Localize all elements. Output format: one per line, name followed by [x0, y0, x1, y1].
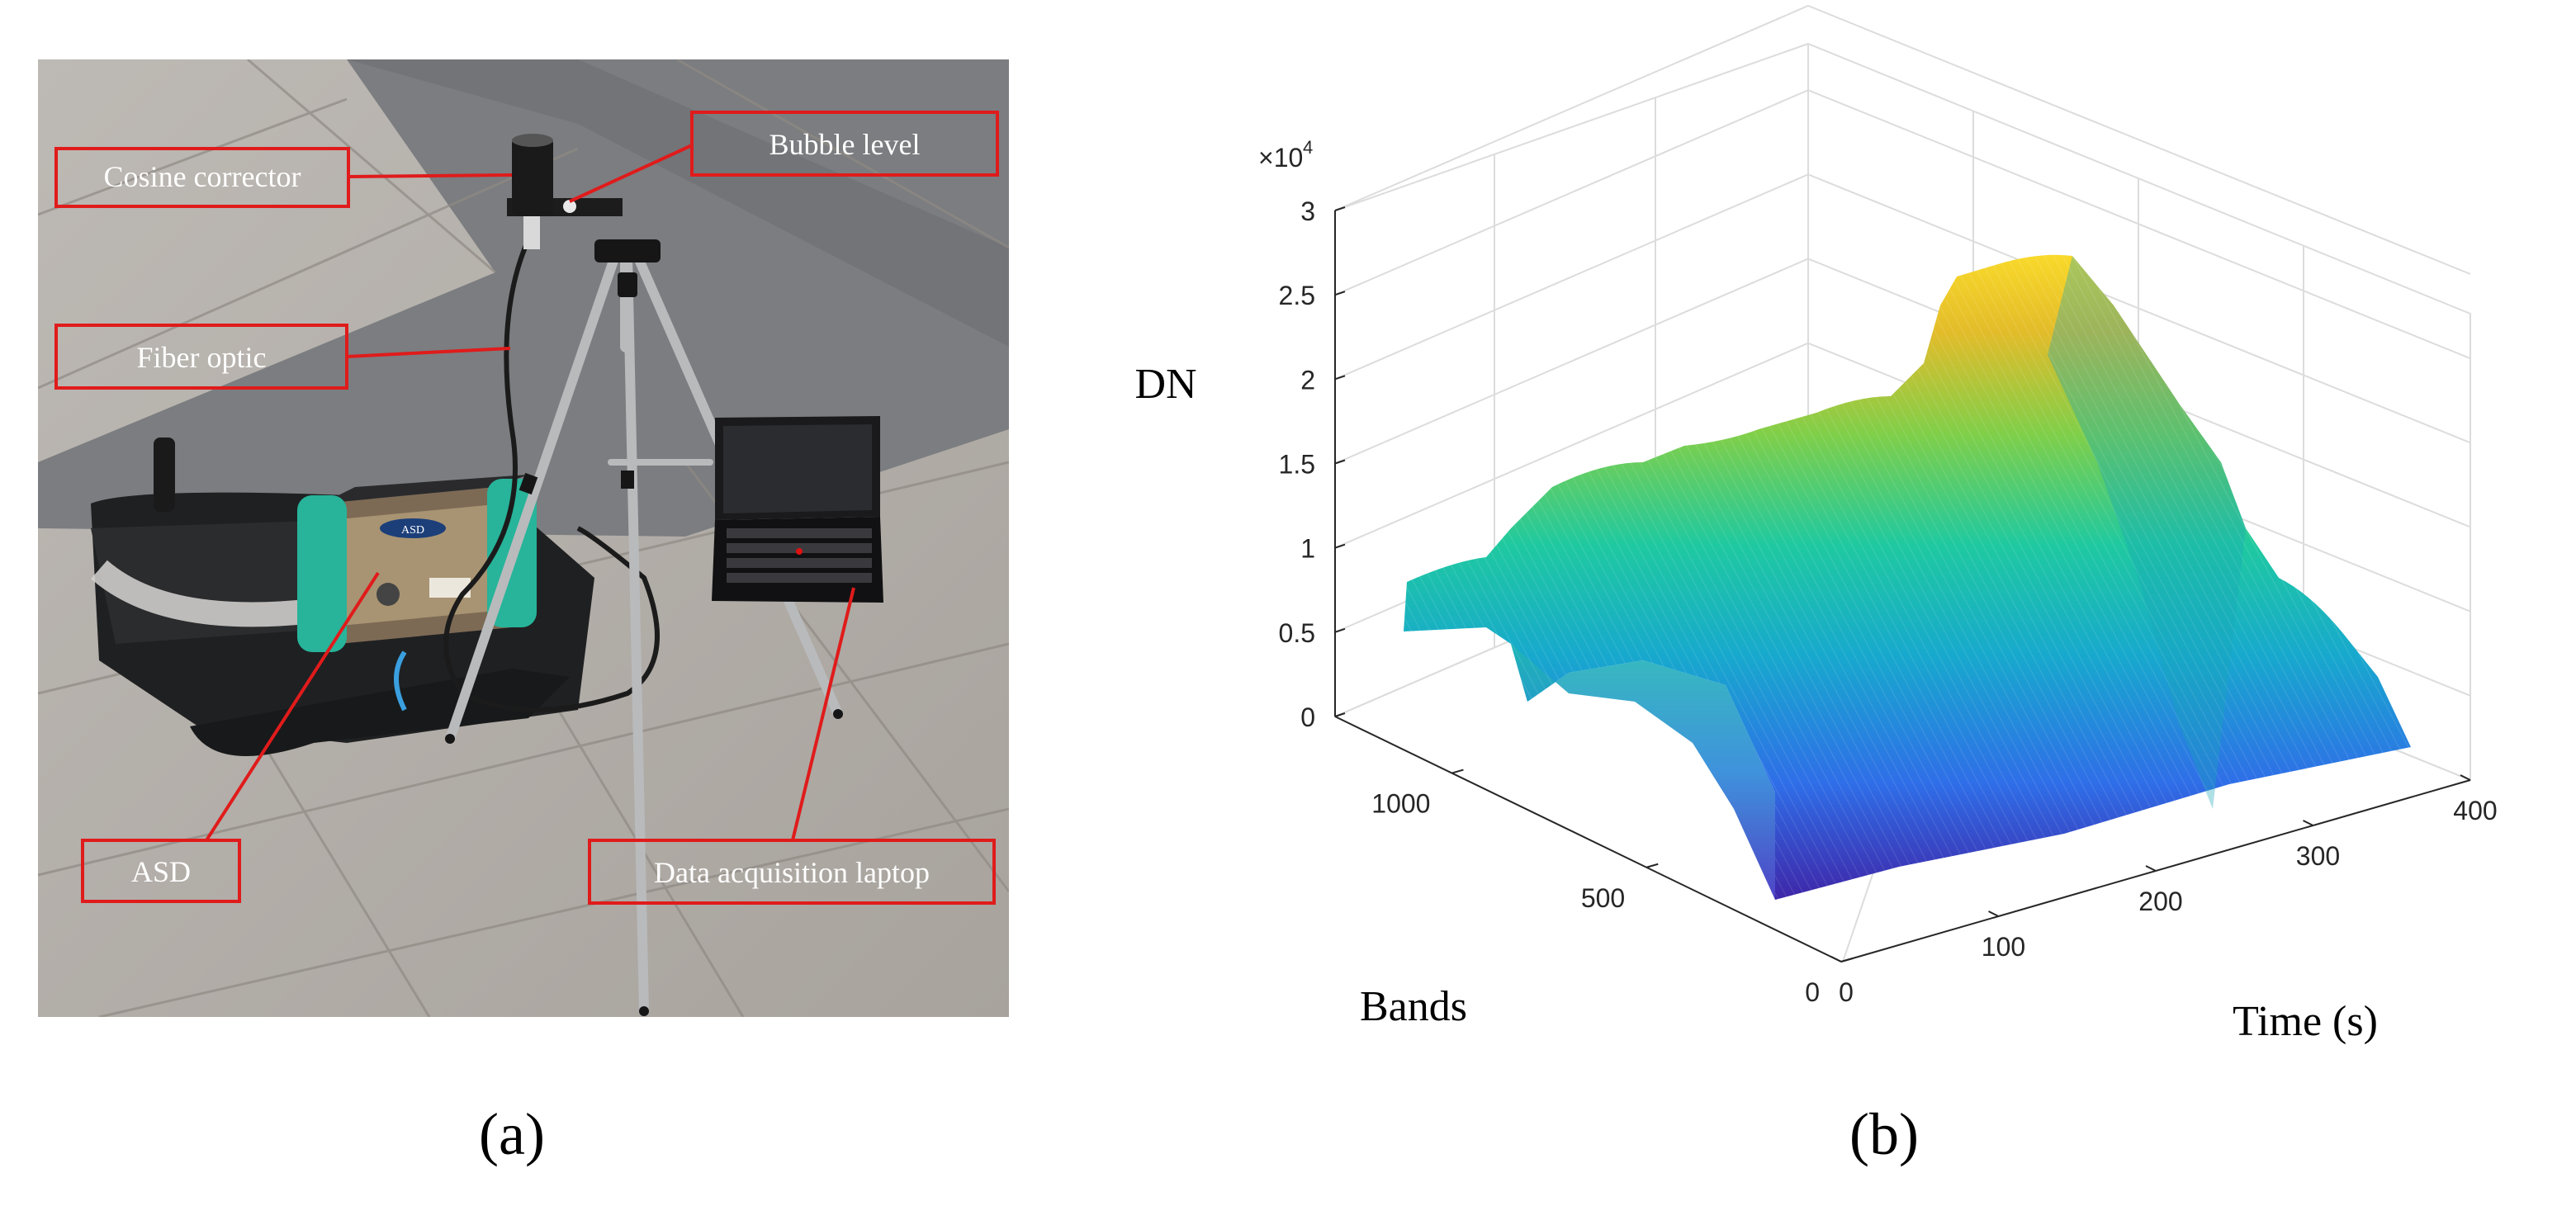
asd-logo-text: ASD	[401, 524, 424, 537]
surface-plot	[1404, 254, 2411, 900]
z-gridline	[1334, 258, 2471, 528]
z-tick-label: 2.5	[1279, 281, 1315, 310]
y-tick-label: 1000	[1371, 789, 1430, 819]
x-axis-label: Time (s)	[2233, 998, 2378, 1045]
annotation-cosine-corrector: Cosine corrector	[54, 147, 513, 208]
x-tick-mark	[1830, 956, 1842, 962]
z-tick-label: 1.5	[1279, 450, 1315, 480]
z-tick-mark	[1334, 712, 1346, 717]
y-tick-mark	[1840, 958, 1854, 962]
z-gridline	[1334, 89, 2471, 360]
x-tick-mark	[2303, 820, 2313, 826]
laptop	[712, 416, 883, 603]
x-tick-label: 400	[2453, 796, 2497, 825]
y-tick-mark	[1646, 863, 1659, 868]
fiber-optic-cable	[443, 238, 660, 712]
annotation-fiber-optic: Fiber optic	[54, 324, 511, 390]
x-tick-label: 100	[1982, 932, 2025, 962]
z-tick-label: 2	[1300, 365, 1315, 395]
label-asd: ASD	[131, 855, 191, 888]
label-data-acquisition-laptop: Data acquisition laptop	[654, 856, 930, 889]
x-tick-mark	[2460, 774, 2471, 781]
caption-a: (a)	[479, 1101, 545, 1167]
z-exponent: ×10 4	[1258, 137, 1313, 173]
annotation-laptop: Data acquisition laptop	[588, 587, 996, 905]
z-gridline	[1334, 173, 2471, 444]
label-fiber-optic: Fiber optic	[137, 341, 267, 374]
panel-a: ASD	[38, 59, 1009, 1167]
x-axis-ticks: 0 100 200 300 400	[1830, 774, 2498, 1007]
x-tick-label: 300	[2296, 841, 2340, 871]
x-tick-mark	[1988, 910, 1999, 917]
z-tick-mark	[1334, 627, 1346, 633]
z-tick-label: 3	[1300, 196, 1315, 226]
x-tick-label: 200	[2138, 887, 2182, 916]
x-tick-label: 0	[1839, 977, 1854, 1007]
z-tick-mark	[1334, 291, 1346, 296]
y-axis-ticks: 0 500 1000	[1371, 769, 1854, 1007]
cosine-corrector-mount	[507, 134, 623, 249]
label-bubble-level: Bubble level	[769, 128, 921, 161]
panel-b: 0 0.5 1 1.5 2 2.5 3 0 500 1000 0 100 200 300 400 ×10…	[1134, 4, 2498, 1167]
z-tick-label: 0	[1300, 702, 1315, 732]
z-gridline	[1334, 4, 2471, 275]
annotation-asd: ASD	[81, 571, 380, 903]
z-tick-label: 1	[1300, 534, 1315, 564]
z-tick-label: 0.5	[1279, 618, 1315, 648]
z-tick-mark	[1334, 206, 1346, 211]
y-tick-label: 500	[1581, 883, 1625, 913]
z-gridline	[1334, 342, 2471, 612]
y-axis-label: Bands	[1360, 983, 1467, 1030]
field-spectrometer-setup-photo: ASD	[38, 59, 1009, 1017]
y-tick-label: 0	[1805, 977, 1820, 1007]
annotation-bubble-level: Bubble level	[569, 111, 999, 203]
z-tick-mark	[1334, 459, 1346, 465]
caption-b: (b)	[1849, 1101, 1919, 1167]
asd-instrument: ASD	[297, 475, 537, 652]
y-tick-mark	[1451, 769, 1464, 774]
x-tick-mark	[2145, 865, 2157, 872]
z-exponent-base: ×10	[1258, 143, 1303, 173]
z-axis-label: DN	[1134, 361, 1196, 408]
label-cosine-corrector: Cosine corrector	[104, 160, 301, 193]
z-axis-ticks: 0 0.5 1 1.5 2 2.5 3	[1279, 196, 1346, 732]
z-exponent-power: 4	[1303, 137, 1313, 158]
z-tick-mark	[1334, 375, 1346, 381]
z-tick-mark	[1334, 543, 1346, 549]
